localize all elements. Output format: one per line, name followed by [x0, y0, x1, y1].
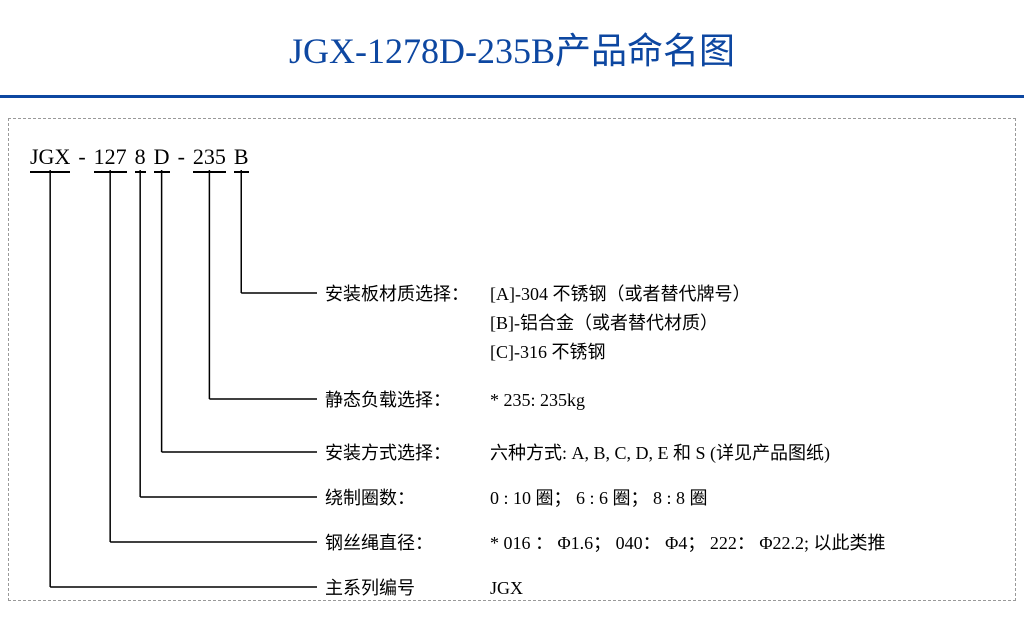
desc-value: 0 : 10 圈； 6 : 6 圈； 8 : 8 圈: [490, 484, 708, 513]
title-band: JGX-1278D-235B产品命名图: [0, 0, 1024, 95]
desc-label: 安装方式选择：: [325, 439, 490, 468]
desc-row-5: 主系列编号JGX: [325, 574, 523, 603]
desc-value: JGX: [490, 574, 523, 603]
desc-label: 钢丝绳直径：: [325, 529, 490, 558]
naming-diagram: JGX-1278D-235B 安装板材质选择：[A]-304 不锈钢（或者替代牌…: [0, 98, 1024, 621]
desc-label: 主系列编号: [325, 574, 490, 603]
desc-label: 绕制圈数：: [325, 484, 490, 513]
desc-row-4: 钢丝绳直径：* 016 ： Φ1.6； 040： Φ4； 222： Φ22.2;…: [325, 529, 885, 558]
desc-row-3: 绕制圈数：0 : 10 圈； 6 : 6 圈； 8 : 8 圈: [325, 484, 708, 513]
desc-row-0: 安装板材质选择：[A]-304 不锈钢（或者替代牌号）[B]-铝合金（或者替代材…: [325, 280, 750, 366]
desc-label: 安装板材质选择：: [325, 280, 490, 309]
desc-row-1: 静态负载选择：* 235: 235kg: [325, 386, 585, 415]
desc-row-2: 安装方式选择：六种方式: A, B, C, D, E 和 S (详见产品图纸): [325, 439, 830, 468]
desc-value: * 235: 235kg: [490, 386, 585, 415]
page-title: JGX-1278D-235B产品命名图: [289, 22, 735, 74]
desc-value: * 016 ： Φ1.6； 040： Φ4； 222： Φ22.2; 以此类推: [490, 529, 885, 558]
desc-value: 六种方式: A, B, C, D, E 和 S (详见产品图纸): [490, 439, 830, 468]
desc-value: [A]-304 不锈钢（或者替代牌号）[B]-铝合金（或者替代材质）[C]-31…: [490, 280, 750, 366]
desc-label: 静态负载选择：: [325, 386, 490, 415]
